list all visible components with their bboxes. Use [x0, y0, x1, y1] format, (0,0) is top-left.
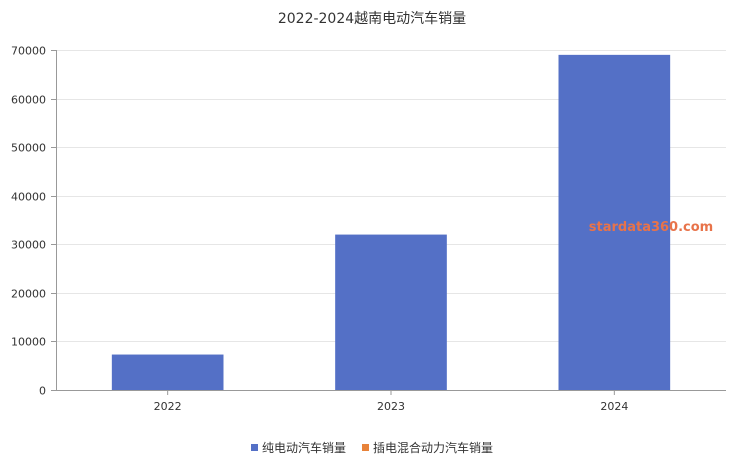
y-tick-label: 40000	[11, 191, 46, 204]
bar-2022	[111, 354, 224, 390]
y-axis: 0 10000 20000 30000 40000 50000 60000 70000	[11, 45, 57, 398]
y-tick-label: 0	[39, 385, 46, 398]
y-tick-label: 60000	[11, 94, 46, 107]
y-tick-label: 70000	[11, 45, 46, 58]
legend-swatch	[362, 444, 369, 451]
x-axis: 2022 2023 2024	[56, 390, 726, 413]
bars	[111, 54, 671, 390]
legend-label: 插电混合动力汽车销量	[373, 440, 493, 455]
legend: 纯电动汽车销量 插电混合动力汽车销量	[251, 440, 493, 455]
y-tick-label: 50000	[11, 142, 46, 155]
bar-2023	[335, 234, 447, 390]
x-tick-label: 2024	[600, 400, 628, 413]
x-tick-label: 2023	[377, 400, 405, 413]
bar-2024	[558, 54, 671, 390]
y-tick-label: 20000	[11, 288, 46, 301]
y-tick-label: 10000	[11, 336, 46, 349]
x-tick-label: 2022	[154, 400, 182, 413]
chart-title: 2022-2024越南电动汽车销量	[278, 10, 466, 27]
legend-swatch	[251, 444, 258, 451]
legend-label: 纯电动汽车销量	[262, 440, 346, 455]
y-tick-label: 30000	[11, 239, 46, 252]
watermark-text: stardata360.com	[589, 220, 713, 235]
